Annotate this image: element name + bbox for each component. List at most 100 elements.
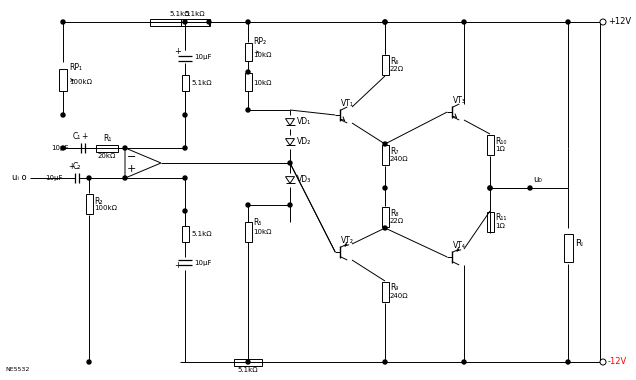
Bar: [96, 144, 118, 152]
Bar: [563, 234, 572, 262]
Circle shape: [488, 186, 492, 190]
Circle shape: [246, 108, 250, 112]
Text: VT₄: VT₄: [453, 241, 466, 250]
Text: RP₁: RP₁: [69, 63, 82, 72]
Text: 5.1kΩ: 5.1kΩ: [191, 80, 212, 86]
Circle shape: [528, 186, 532, 190]
Circle shape: [462, 20, 466, 24]
Text: −: −: [127, 152, 136, 162]
Bar: [85, 194, 92, 214]
Text: +12V: +12V: [608, 17, 631, 27]
Text: 100kΩ: 100kΩ: [69, 79, 92, 85]
Text: VT₁: VT₁: [341, 99, 354, 108]
Text: R₁₁: R₁₁: [495, 214, 506, 223]
Text: VT₂: VT₂: [341, 236, 354, 245]
Text: 5.1kΩ: 5.1kΩ: [170, 11, 190, 17]
Circle shape: [183, 176, 187, 180]
Text: uᵢ o: uᵢ o: [12, 174, 27, 182]
Text: R₇: R₇: [390, 147, 398, 155]
Text: 10kΩ: 10kΩ: [253, 80, 272, 86]
Text: R₆: R₆: [390, 57, 399, 65]
Text: R₁₀: R₁₀: [495, 136, 506, 146]
Text: R₁: R₁: [103, 134, 111, 143]
Bar: [181, 75, 188, 91]
Text: C₂: C₂: [73, 162, 81, 171]
Text: 5.1kΩ: 5.1kΩ: [191, 231, 212, 237]
Text: 1Ω: 1Ω: [495, 146, 505, 152]
Circle shape: [600, 359, 606, 365]
Text: Rₗ: Rₗ: [575, 239, 583, 249]
Circle shape: [383, 360, 387, 364]
Circle shape: [207, 20, 211, 24]
Circle shape: [246, 20, 250, 24]
Bar: [234, 358, 262, 366]
Text: VD₁: VD₁: [297, 117, 311, 127]
Text: 10μF: 10μF: [194, 260, 212, 266]
Text: NE5532: NE5532: [5, 367, 29, 372]
Circle shape: [288, 161, 292, 165]
Text: VD₂: VD₂: [297, 138, 311, 147]
Circle shape: [383, 226, 387, 230]
Circle shape: [87, 176, 91, 180]
Bar: [382, 55, 389, 75]
Circle shape: [383, 142, 387, 146]
Bar: [487, 212, 494, 232]
Text: 22Ω: 22Ω: [390, 66, 404, 72]
Bar: [382, 207, 389, 227]
Text: 5.1kΩ: 5.1kΩ: [238, 367, 258, 373]
Text: +: +: [127, 164, 136, 174]
Circle shape: [87, 360, 91, 364]
Circle shape: [183, 146, 187, 150]
Text: 20kΩ: 20kΩ: [98, 153, 116, 159]
Bar: [244, 43, 251, 61]
Circle shape: [488, 186, 492, 190]
Circle shape: [246, 360, 250, 364]
Bar: [150, 19, 210, 25]
Text: R₉: R₉: [390, 283, 398, 293]
Bar: [244, 73, 251, 91]
Text: 240Ω: 240Ω: [390, 156, 408, 162]
Text: 22Ω: 22Ω: [390, 218, 404, 224]
Circle shape: [566, 20, 570, 24]
Circle shape: [566, 360, 570, 364]
Bar: [181, 19, 209, 25]
Bar: [181, 226, 188, 242]
Circle shape: [288, 203, 292, 207]
Text: 100kΩ: 100kΩ: [94, 205, 117, 211]
Circle shape: [183, 113, 187, 117]
Text: R₈: R₈: [390, 209, 399, 217]
Circle shape: [462, 360, 466, 364]
Text: VT₃: VT₃: [453, 96, 466, 105]
Circle shape: [600, 19, 606, 25]
Circle shape: [123, 176, 127, 180]
Text: R₅: R₅: [253, 218, 261, 227]
Circle shape: [383, 186, 387, 190]
Bar: [59, 69, 67, 91]
Circle shape: [383, 20, 387, 24]
Bar: [382, 145, 389, 165]
Circle shape: [183, 20, 187, 24]
Circle shape: [61, 146, 65, 150]
Text: 1Ω: 1Ω: [495, 223, 505, 229]
Circle shape: [246, 70, 250, 74]
Text: VD₃: VD₃: [297, 176, 311, 185]
Circle shape: [123, 146, 127, 150]
Text: 5.1kΩ: 5.1kΩ: [184, 11, 205, 17]
Text: RP₂: RP₂: [253, 37, 266, 46]
Text: +: +: [174, 261, 181, 271]
Text: u₀: u₀: [533, 175, 542, 184]
Text: C₁: C₁: [73, 132, 81, 141]
Bar: [244, 222, 251, 242]
Text: 10kΩ: 10kΩ: [253, 52, 272, 58]
Text: +: +: [81, 132, 87, 141]
Text: 10μF: 10μF: [46, 175, 63, 181]
Text: 10μF: 10μF: [52, 145, 69, 151]
Text: +: +: [69, 162, 75, 171]
Text: 240Ω: 240Ω: [390, 293, 408, 299]
Text: 10μF: 10μF: [194, 54, 212, 60]
Circle shape: [246, 203, 250, 207]
Bar: [487, 135, 494, 155]
Text: R₂: R₂: [94, 196, 102, 206]
Text: -12V: -12V: [608, 358, 627, 366]
Bar: [382, 282, 389, 302]
